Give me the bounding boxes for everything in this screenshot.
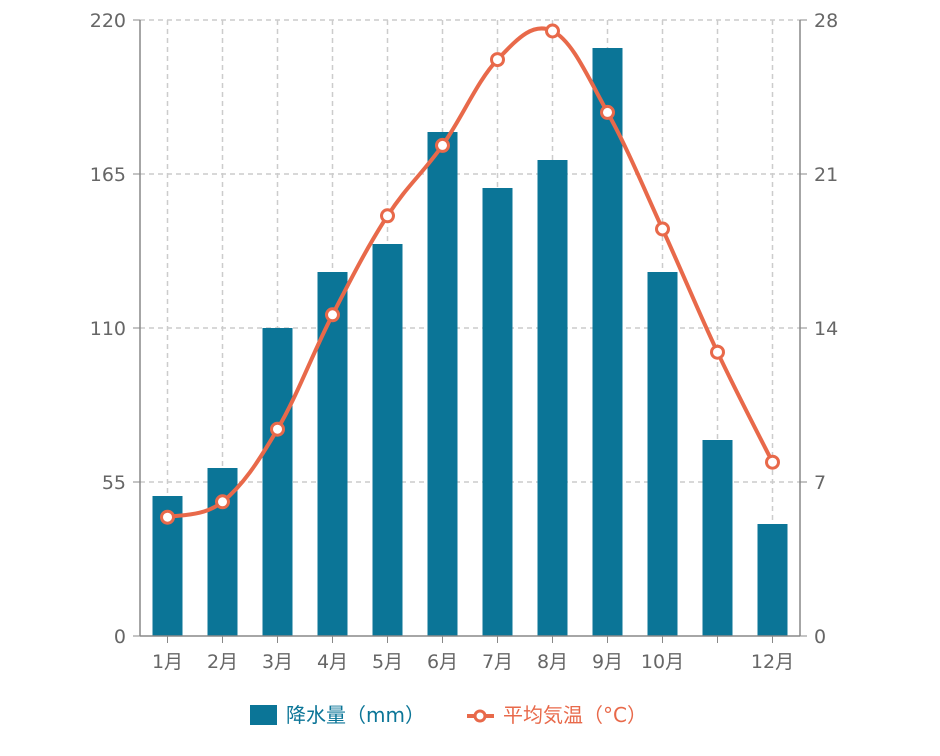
y-left-tick-label: 220 bbox=[90, 10, 126, 32]
x-tick-label: 1月 bbox=[152, 651, 183, 673]
temperature-point bbox=[600, 104, 615, 120]
temperature-point bbox=[215, 494, 230, 510]
legend-marker-temperature[interactable] bbox=[473, 709, 487, 723]
precipitation-bar bbox=[262, 328, 293, 636]
y-right-tick-label: 0 bbox=[814, 626, 826, 648]
y-right-tick-label: 28 bbox=[814, 10, 838, 32]
temperature-point bbox=[270, 421, 285, 437]
temperature-point bbox=[490, 52, 505, 68]
legend-label-precipitation[interactable]: 降水量（mm） bbox=[286, 703, 425, 727]
temperature-point bbox=[710, 344, 725, 360]
temperature-point bbox=[545, 23, 560, 39]
temperature-point bbox=[655, 221, 670, 237]
precipitation-bar bbox=[757, 524, 788, 636]
precipitation-bar bbox=[592, 48, 623, 636]
y-right-tick-label: 7 bbox=[814, 472, 826, 494]
legend: 降水量（mm） 平均気温（°C） bbox=[250, 703, 647, 727]
grid bbox=[140, 19, 800, 636]
x-tick-label: 3月 bbox=[262, 651, 293, 673]
x-tick-label: 10月 bbox=[641, 651, 684, 673]
precipitation-bar bbox=[537, 160, 568, 636]
y-left-tick-label: 55 bbox=[102, 472, 126, 494]
axes: 0 55 110 165 220 0 7 14 21 28 1月 2月 3月 4月 5月 6月 7月 8月 9月 10… bbox=[90, 10, 838, 673]
x-tick-label: 8月 bbox=[537, 651, 568, 673]
y-left-tick-label: 110 bbox=[90, 318, 126, 340]
x-tick-label: 7月 bbox=[482, 651, 513, 673]
legend-swatch-precipitation[interactable] bbox=[250, 705, 277, 725]
y-right-tick-label: 14 bbox=[814, 318, 838, 340]
temperature-point bbox=[160, 509, 175, 525]
y-left-tick-label: 165 bbox=[90, 164, 126, 186]
temperature-line bbox=[160, 23, 780, 525]
x-tick-label: 4月 bbox=[317, 651, 348, 673]
legend-label-temperature[interactable]: 平均気温（°C） bbox=[503, 703, 647, 727]
x-tick-label: 9月 bbox=[592, 651, 623, 673]
precipitation-bar bbox=[702, 440, 733, 636]
x-tick-label: 2月 bbox=[207, 651, 238, 673]
precipitation-bar bbox=[482, 188, 513, 636]
precipitation-bar bbox=[317, 272, 348, 636]
y-right-tick-label: 21 bbox=[814, 164, 838, 186]
precipitation-bar bbox=[372, 244, 403, 636]
temperature-point bbox=[380, 208, 395, 224]
x-tick-label: 5月 bbox=[372, 651, 403, 673]
x-tick-label: 12月 bbox=[751, 651, 794, 673]
bars bbox=[152, 48, 788, 636]
temperature-point bbox=[325, 307, 340, 323]
temperature-curve bbox=[166, 26, 775, 520]
y-left-tick-label: 0 bbox=[114, 626, 126, 648]
x-tick-label: 6月 bbox=[427, 651, 458, 673]
precipitation-bar bbox=[647, 272, 678, 636]
temperature-point bbox=[765, 454, 780, 470]
precipitation-bar bbox=[427, 132, 458, 636]
temperature-point bbox=[435, 137, 450, 153]
